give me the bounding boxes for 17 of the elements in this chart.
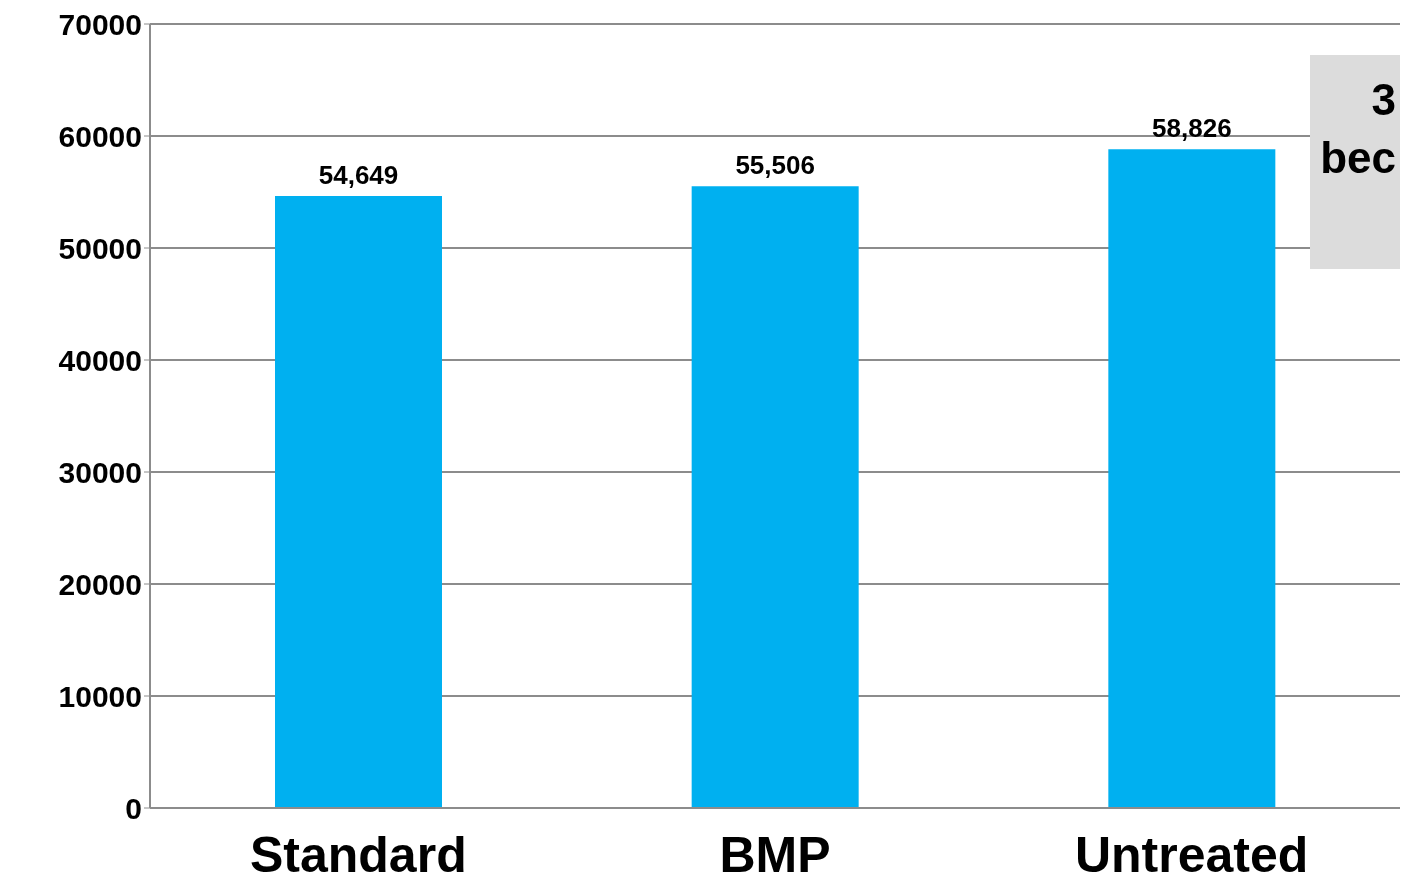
data-label: 55,506 [735,150,815,181]
y-tick-label: 10000 [58,679,142,713]
x-tick-label: Standard [249,826,467,874]
data-label: 54,649 [318,159,399,190]
x-tick-label: BMP [719,826,831,874]
data-label: 58,826 [1152,113,1232,144]
annotation: bec [1319,132,1396,184]
y-tick-label: 30000 [58,455,142,489]
x-tick-label: Untreated [1074,826,1309,874]
y-tick-label: 20000 [58,567,142,601]
y-tick-label: 50000 [58,231,142,265]
y-tick-label: 40000 [58,343,142,377]
y-tick-label: 0 [125,791,142,825]
annotation: 3 [1370,74,1396,126]
note-box: 3 bec [1310,55,1400,269]
y-tick-label: 70000 [58,7,142,41]
y-tick-label: 60000 [58,119,142,153]
